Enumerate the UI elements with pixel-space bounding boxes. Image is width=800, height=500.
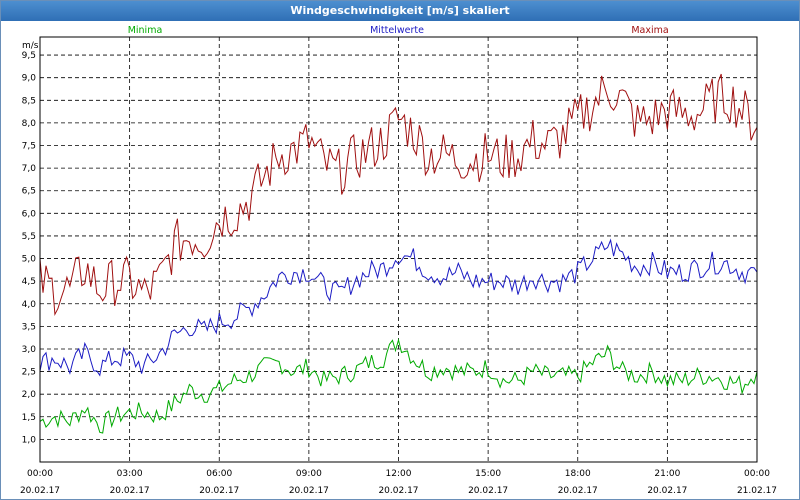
y-tick-label: 2,0 (22, 390, 37, 400)
x-tick-date: 21.02.17 (737, 486, 777, 496)
grid (40, 37, 757, 462)
y-tick-label: 5,5 (22, 232, 36, 242)
x-tick-date: 20.02.17 (647, 486, 687, 496)
y-tick-label: 6,5 (22, 187, 36, 197)
y-tick-label: 5,0 (22, 255, 37, 265)
series-line-mittelwerte (39, 238, 758, 377)
y-tick-label: 4,0 (22, 300, 37, 310)
y-tick-label: 4,5 (22, 277, 36, 287)
legend-minima: Minima (128, 25, 163, 36)
x-tick-date: 20.02.17 (199, 486, 239, 496)
x-tick-date: 20.02.17 (110, 486, 150, 496)
x-tick-time: 09:00 (296, 469, 322, 479)
x-tick-time: 00:00 (27, 469, 53, 479)
window-title: Windgeschwindigkeit [m/s] skaliert (1, 1, 799, 21)
legend: Minima Mittelwerte Maxima (128, 25, 669, 36)
x-tick-date: 20.02.17 (378, 486, 418, 496)
x-tick-date: 20.02.17 (289, 486, 329, 496)
x-tick-date: 20.02.17 (558, 486, 598, 496)
y-tick-label: 2,5 (22, 368, 36, 378)
x-tick-time: 18:00 (565, 469, 591, 479)
series-line-maxima (39, 73, 758, 317)
y-tick-label: 7,5 (22, 142, 36, 152)
x-tick-date: 20.02.17 (468, 486, 508, 496)
y-axis-label: m/s (22, 41, 39, 51)
series-lines (39, 73, 758, 434)
series-line-minima (39, 338, 758, 434)
x-tick-date: 20.02.17 (20, 486, 60, 496)
plot-frame (39, 36, 758, 463)
y-tick-label: 3,0 (22, 345, 37, 355)
y-tick-label: 8,5 (22, 96, 36, 106)
x-tick-time: 00:00 (744, 469, 770, 479)
axes: 1,0 1,5 2,0 2,5 3,0 3,5 4,0 4,5 5,0 5,5 6,0 6,5 7,0 7… (20, 51, 777, 496)
x-tick-time: 12:00 (386, 469, 412, 479)
x-tick-time: 15:00 (475, 469, 501, 479)
x-tick-time: 21:00 (654, 469, 680, 479)
legend-mittelwerte: Mittelwerte (370, 25, 424, 36)
y-tick-label: 9,5 (22, 51, 36, 61)
legend-maxima: Maxima (631, 25, 668, 36)
y-tick-label: 7,0 (22, 164, 37, 174)
y-tick-label: 6,0 (22, 209, 37, 219)
y-tick-label: 9,0 (22, 74, 37, 84)
x-tick-time: 03:00 (117, 469, 143, 479)
y-tick-label: 1,0 (22, 435, 37, 445)
y-tick-label: 8,0 (22, 119, 37, 129)
y-tick-label: 3,5 (22, 322, 36, 332)
y-tick-label: 1,5 (22, 413, 36, 423)
x-tick-time: 06:00 (206, 469, 232, 479)
